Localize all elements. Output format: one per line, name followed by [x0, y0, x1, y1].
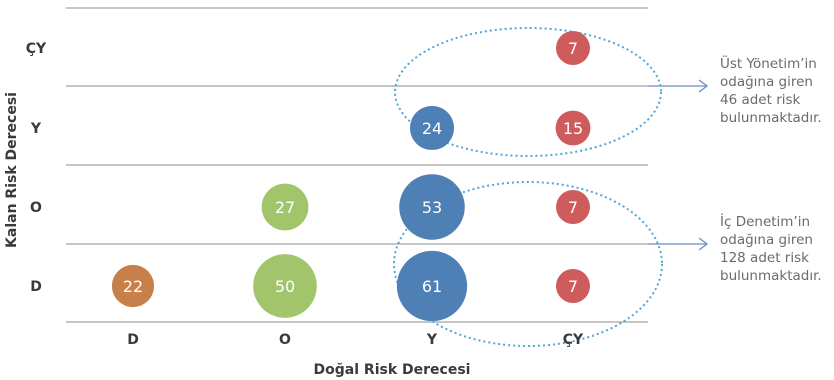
x-tick-2: Y [426, 332, 438, 348]
bubble-label-5: 53 [422, 198, 442, 217]
focus-ellipses [393, 27, 663, 347]
annotation-arrows [648, 79, 709, 251]
x-tick-3: ÇY [563, 332, 584, 348]
annotation-0-line-1: odağına giren [720, 74, 813, 90]
annotation-0-line-3: bulunmaktadır. [720, 110, 822, 126]
annotation-1-line-1: odağına giren [720, 232, 813, 248]
bubble-label-8: 15 [563, 119, 583, 138]
annotation-0-line-0: Üst Yönetim’in [720, 54, 817, 72]
bubble-6 [556, 190, 590, 224]
bubble-label-7: 24 [422, 119, 442, 138]
bubble-label-6: 7 [568, 198, 578, 217]
bubble-4 [261, 183, 309, 231]
y-tick-3: ÇY [26, 41, 47, 57]
annotation-1-line-3: bulunmaktadır. [720, 268, 822, 284]
bubble-1 [253, 254, 317, 318]
bubble-2 [396, 250, 468, 322]
bubble-label-2: 61 [422, 277, 442, 296]
grid-lines [66, 7, 648, 323]
x-tick-labels: D O Y ÇY [127, 332, 584, 348]
bubble-5 [399, 174, 465, 240]
bubble-0 [111, 264, 155, 308]
ellipse-internal-audit [393, 181, 663, 347]
x-tick-0: D [127, 332, 139, 348]
bubble-label-9: 7 [568, 39, 578, 58]
annotation-0: Üst Yönetim’in odağına giren 46 adet risk b… [720, 54, 822, 126]
bubble-label-0: 22 [123, 277, 143, 296]
y-tick-labels: D O Y ÇY [26, 41, 47, 295]
annotation-1: İç Denetim’in odağına giren 128 adet risk b… [720, 212, 822, 284]
annotations: Üst Yönetim’in odağına giren 46 adet risk b… [720, 54, 822, 284]
bubble-9 [556, 31, 590, 65]
x-axis-title: Doğal Risk Derecesi [314, 362, 471, 378]
annotation-0-line-2: 46 adet risk [720, 92, 801, 108]
ellipse-top-management [394, 27, 662, 157]
y-tick-2: Y [30, 121, 42, 137]
bubble-label-3: 7 [568, 277, 578, 296]
x-tick-1: O [279, 332, 291, 348]
y-tick-0: D [30, 279, 42, 295]
arrow-bottom-head [698, 237, 709, 251]
annotation-1-line-2: 128 adet risk [720, 250, 809, 266]
y-axis-title: Kalan Risk Derecesi [4, 92, 20, 248]
bubbles: 22 50 61 7 27 53 7 24 15 7 [111, 31, 591, 322]
bubble-8 [555, 110, 591, 146]
arrow-top-head [698, 79, 709, 93]
bubble-3 [556, 269, 590, 303]
y-tick-1: O [30, 200, 42, 216]
annotation-1-line-0: İç Denetim’in [720, 212, 810, 230]
bubble-7 [409, 105, 455, 151]
bubble-label-1: 50 [275, 277, 295, 296]
bubble-label-4: 27 [275, 198, 295, 217]
